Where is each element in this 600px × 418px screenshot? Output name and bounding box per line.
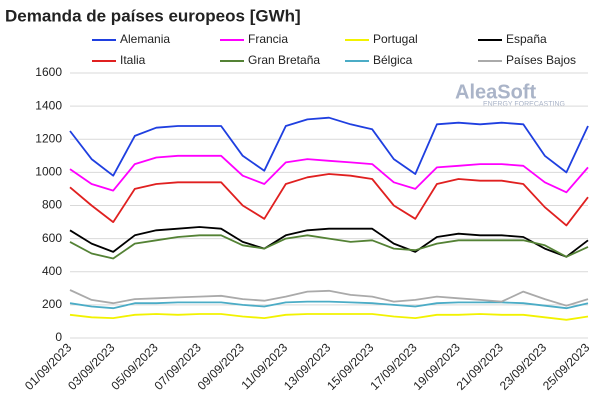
y-tick-label: 800	[42, 198, 62, 212]
y-tick-label: 1600	[35, 65, 62, 79]
watermark-sub: ENERGY FORECASTING	[483, 101, 565, 108]
series-line	[69, 116, 589, 177]
legend-label: Alemania	[120, 32, 170, 46]
legend-label: Bélgica	[373, 53, 413, 67]
y-tick-label: 0	[55, 330, 62, 344]
series-line	[69, 173, 589, 227]
legend-label: España	[506, 32, 547, 46]
legend-label: Portugal	[373, 32, 418, 46]
legend-label: Gran Bretaña	[248, 53, 320, 67]
chart-title: Demanda de países europeos [GWh]	[5, 6, 301, 25]
series-line	[69, 226, 589, 258]
y-tick-label: 600	[42, 231, 62, 245]
y-tick-label: 1200	[35, 131, 62, 145]
series-line	[69, 289, 589, 307]
y-tick-label: 1000	[35, 165, 62, 179]
legend-label: Italia	[120, 53, 146, 67]
legend-label: Países Bajos	[506, 53, 576, 67]
y-tick-label: 200	[42, 297, 62, 311]
x-tick-label: 09/09/2023	[195, 340, 248, 393]
watermark: AleaSoft	[455, 81, 536, 103]
legend-label: Francia	[248, 32, 288, 46]
series-line	[69, 154, 589, 194]
y-tick-label: 400	[42, 264, 62, 278]
series-line	[69, 234, 589, 260]
x-tick-label: 25/09/2023	[540, 340, 593, 393]
y-tick-label: 1400	[35, 98, 62, 112]
series-line	[69, 313, 589, 321]
